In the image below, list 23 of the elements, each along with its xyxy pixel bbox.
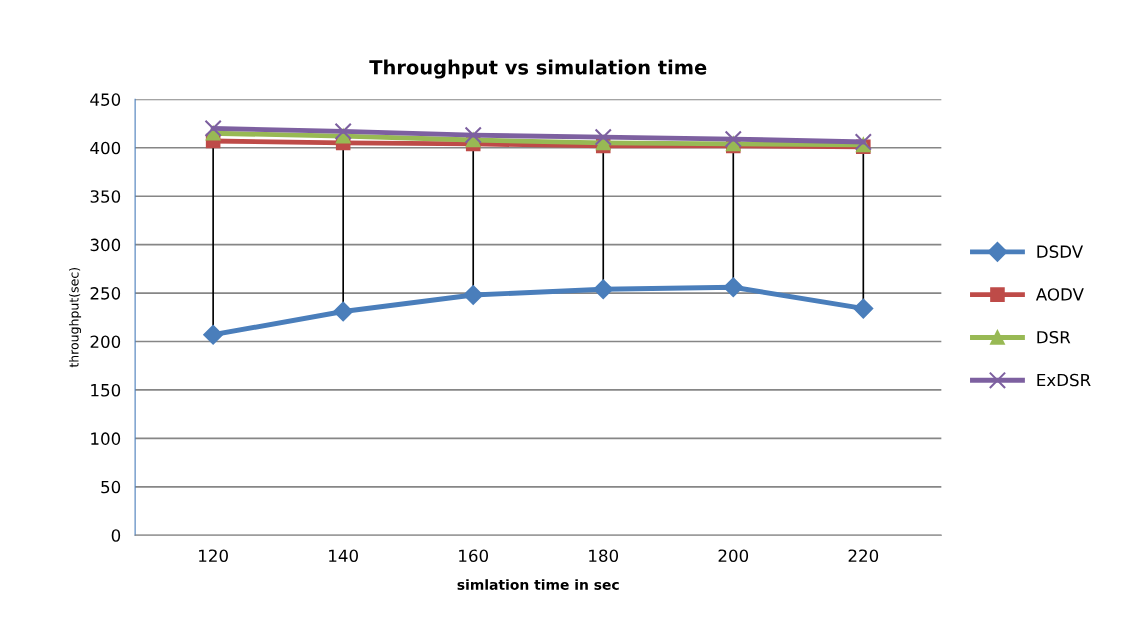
y-tick-label: 450 (90, 93, 121, 106)
y-tick-label: 100 (91, 432, 121, 445)
y-tick-label: 0 (111, 529, 121, 542)
legend-label: ExDSR (1037, 373, 1091, 387)
y-tick-label: 350 (90, 190, 121, 203)
legend-label: DSR (1037, 330, 1071, 344)
legend-label: AODV (1035, 288, 1084, 301)
y-tick-label: 300 (90, 238, 121, 252)
y-tick-label: 250 (90, 287, 121, 300)
x-tick-label: 200 (718, 549, 749, 563)
y-tick-label: 150 (91, 383, 121, 397)
y-tick-label: 400 (90, 141, 121, 155)
x-tick-label: 140 (329, 549, 358, 563)
x-axis-title: simlation time in sec (457, 579, 619, 590)
y-tick-label: 50 (101, 480, 121, 494)
x-tick-label: 180 (589, 549, 619, 563)
legend-label: DSDV (1037, 245, 1084, 258)
y-tick-label: 200 (90, 335, 121, 349)
x-tick-label: 220 (848, 549, 879, 563)
chart-title: Throughput vs simulation time (369, 59, 707, 79)
y-axis-title: throughput(sec) (68, 268, 82, 368)
x-tick-label: 120 (199, 549, 228, 563)
x-tick-label: 160 (459, 549, 489, 563)
